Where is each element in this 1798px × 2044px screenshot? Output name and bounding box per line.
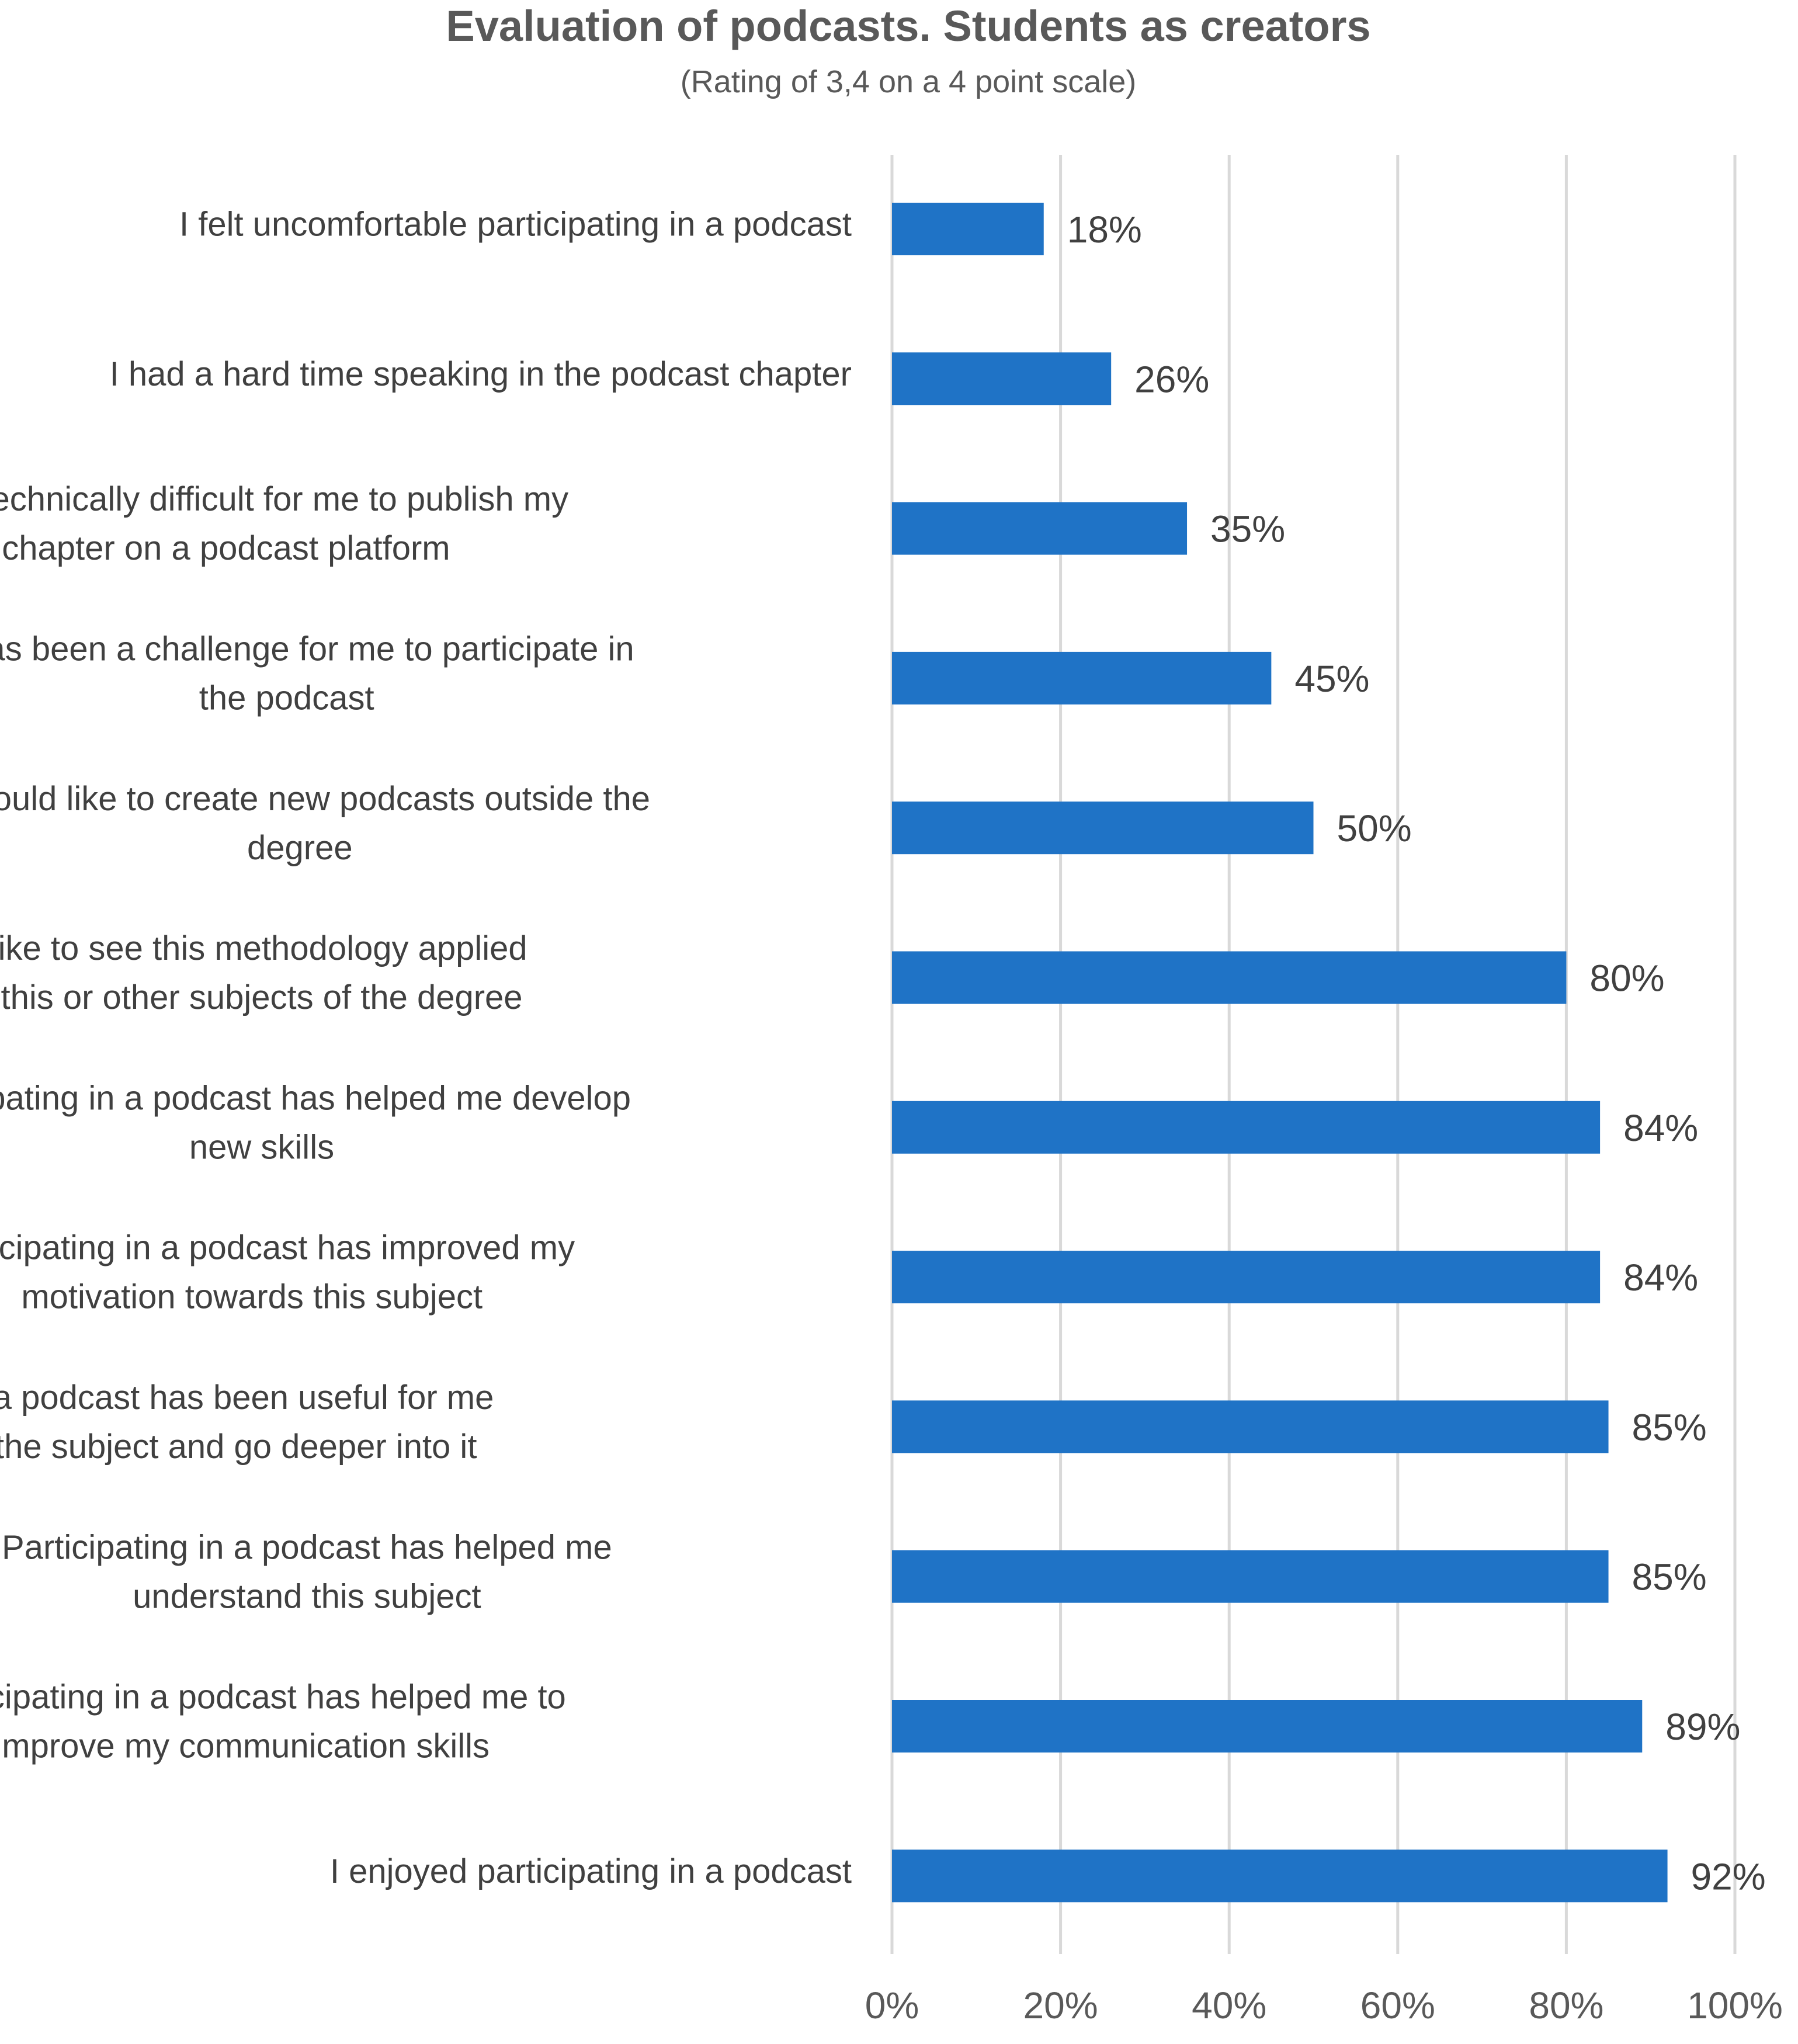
category-label-line: Participating in a podcast has been usef…: [0, 1379, 494, 1417]
bar: [892, 502, 1188, 555]
bar: [892, 1251, 1601, 1304]
category-label-line: to learn about the subject and go deeper…: [0, 1428, 477, 1466]
category-label: Participating in a podcast has helped me…: [0, 1678, 566, 1765]
category-label-line: I felt uncomfortable participating in a …: [179, 206, 852, 244]
data-label: 89%: [1665, 1706, 1740, 1748]
x-tick-label: 60%: [1360, 1984, 1435, 2026]
category-label-line: degree: [247, 829, 353, 867]
category-label-line: It was technically difficult for me to p…: [0, 480, 568, 518]
category-label-line: Participating in a podcast has helped me…: [0, 1079, 631, 1117]
data-label: 84%: [1623, 1107, 1698, 1149]
category-label-line: understand this subject: [133, 1577, 481, 1615]
category-label-line: I would like to see this methodology app…: [0, 929, 527, 967]
x-tick-label: 80%: [1529, 1984, 1603, 2026]
data-label: 92%: [1691, 1855, 1766, 1897]
data-label: 50%: [1337, 807, 1412, 849]
category-label-line: It has been a challenge for me to partic…: [0, 630, 634, 668]
data-label: 84%: [1623, 1257, 1698, 1299]
category-label: It was technically difficult for me to p…: [0, 480, 568, 567]
x-tick-label: 100%: [1687, 1984, 1783, 2026]
category-label: I had a hard time speaking in the podcas…: [110, 355, 852, 393]
category-label-line: the podcast: [199, 679, 374, 717]
bar: [892, 1700, 1643, 1753]
category-labels: I felt uncomfortable participating in a …: [0, 206, 852, 1890]
category-label: Participating in a podcast has been usef…: [0, 1379, 494, 1466]
category-label: It has been a challenge for me to partic…: [0, 630, 634, 717]
bar: [892, 951, 1567, 1004]
data-labels: 18% 26% 35% 45% 50% 80% 84% 84% 85% 85% 89% 92%: [1067, 209, 1766, 1897]
bar: [892, 1550, 1609, 1603]
category-label: I enjoyed participating in a podcast: [330, 1852, 852, 1890]
category-label-line: Participating in a podcast has helped me: [2, 1528, 612, 1566]
category-label-line: improve my communication skills: [0, 1727, 490, 1765]
category-label: I felt uncomfortable participating in a …: [179, 206, 852, 244]
category-label: Participating in a podcast has improved …: [0, 1229, 575, 1316]
category-label-line: motivation towards this subject: [21, 1278, 483, 1316]
category-label-line: more in this or other subjects of the de…: [0, 978, 523, 1016]
bar: [892, 651, 1272, 705]
category-label: Participating in a podcast has helped me…: [0, 1079, 631, 1166]
category-label-line: Participating in a podcast has improved …: [0, 1229, 575, 1267]
data-label: 26%: [1134, 358, 1209, 400]
chart-subtitle: (Rating of 3,4 on a 4 point scale): [681, 64, 1136, 99]
bar: [892, 801, 1314, 855]
bar: [892, 352, 1112, 405]
data-label: 85%: [1632, 1406, 1707, 1448]
category-label-line: I had a hard time speaking in the podcas…: [110, 355, 852, 393]
data-label: 45%: [1294, 658, 1369, 700]
x-tick-label: 0%: [865, 1984, 919, 2026]
x-axis-tick-labels: 0% 20% 40% 60% 80% 100%: [865, 1984, 1783, 2026]
data-label: 18%: [1067, 209, 1142, 251]
category-label-line: Participating in a podcast has helped me…: [0, 1678, 566, 1716]
x-tick-label: 20%: [1023, 1984, 1098, 2026]
bars: [892, 203, 1668, 1903]
data-label: 85%: [1632, 1556, 1707, 1598]
category-label: Participating in a podcast has helped me…: [2, 1528, 612, 1615]
bar: [892, 1101, 1601, 1154]
category-label-line: I enjoyed participating in a podcast: [330, 1852, 852, 1890]
category-label: I would like to create new podcasts outs…: [0, 780, 650, 867]
chart-title: Evaluation of podcasts. Students as crea…: [446, 2, 1370, 50]
data-label: 80%: [1589, 957, 1664, 1000]
gridlines: [890, 155, 1737, 1954]
bar: [892, 203, 1044, 255]
bar: [892, 1849, 1668, 1903]
category-label-line: new skills: [189, 1128, 334, 1166]
category-label-line: I would like to create new podcasts outs…: [0, 780, 650, 818]
category-label-line: chapter on a podcast platform: [2, 529, 450, 567]
x-tick-label: 40%: [1192, 1984, 1266, 2026]
data-label: 35%: [1210, 508, 1285, 550]
bar: [892, 1400, 1609, 1453]
category-label: I would like to see this methodology app…: [0, 929, 527, 1016]
